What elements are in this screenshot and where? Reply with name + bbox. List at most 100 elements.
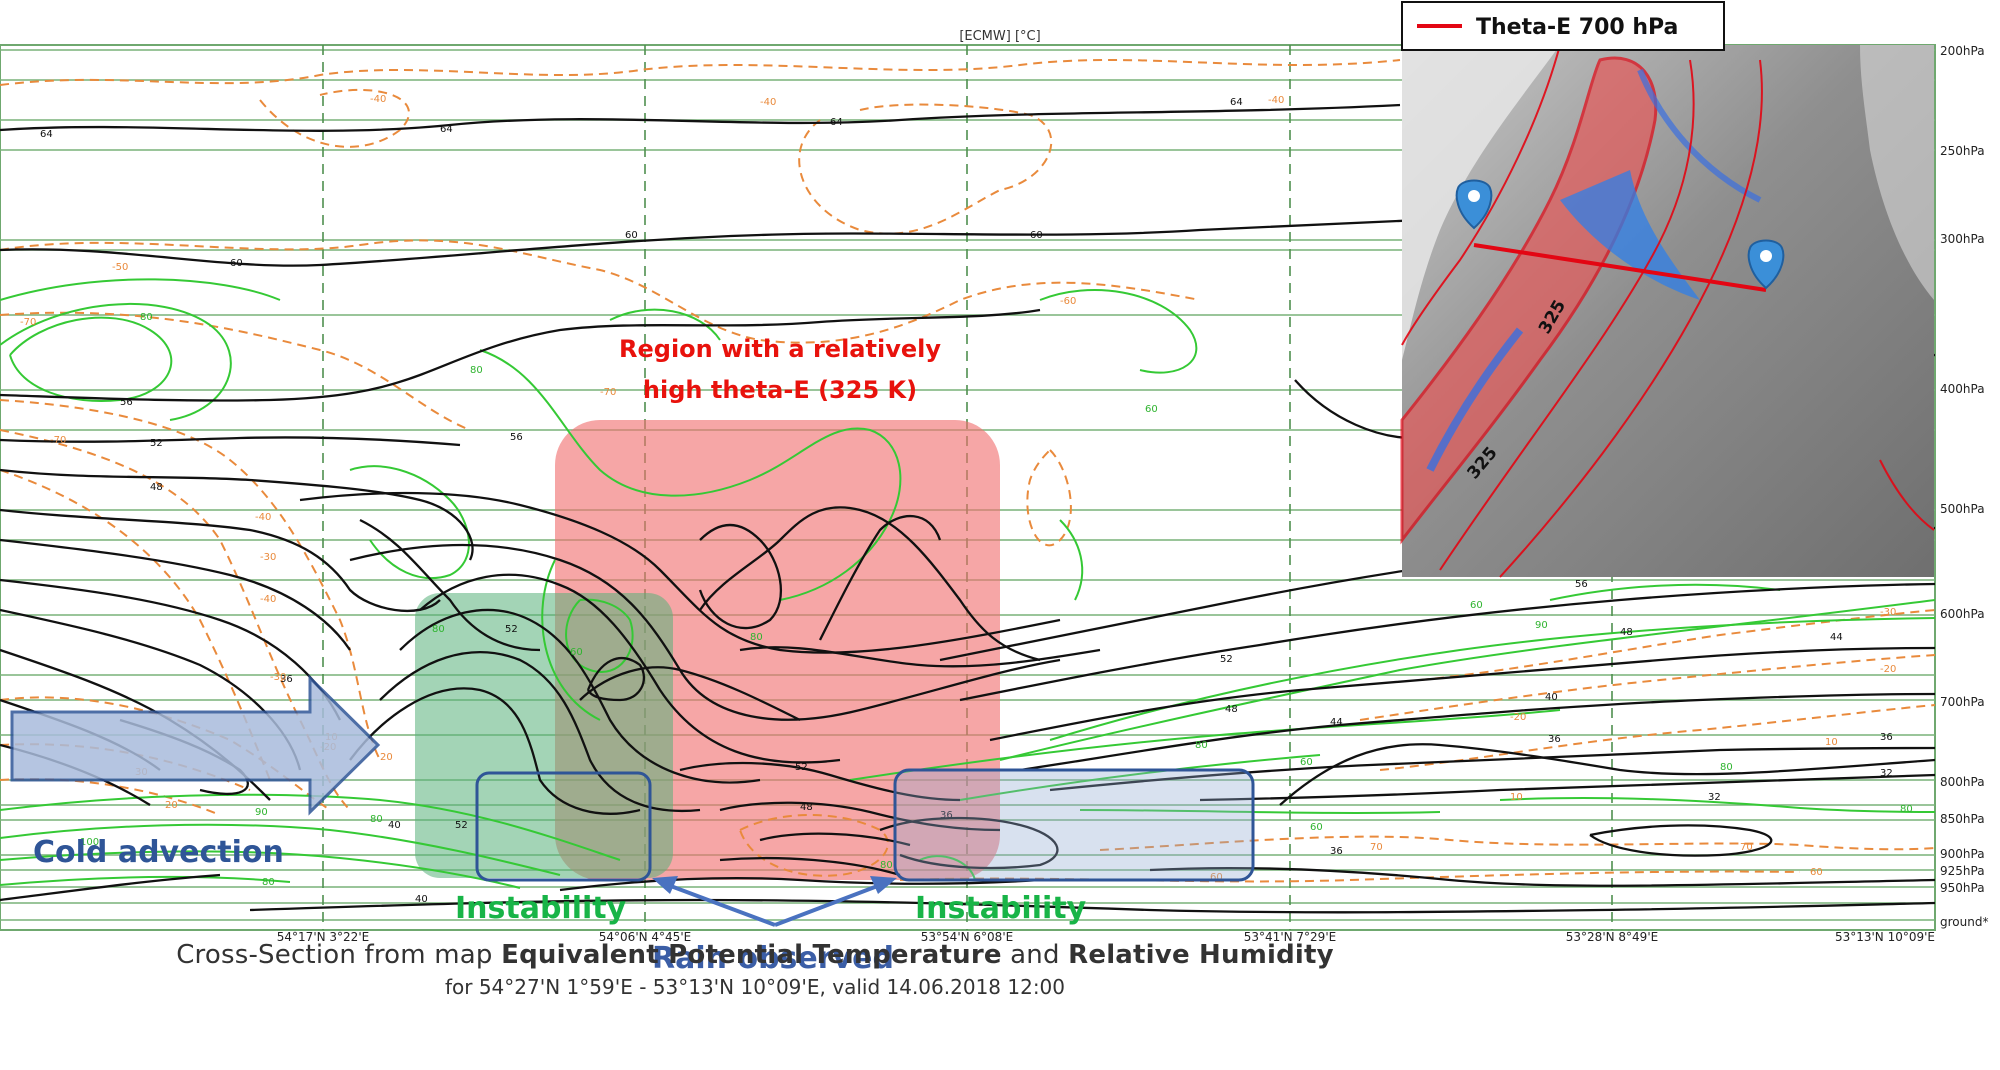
instability-box-left xyxy=(475,771,652,882)
y-tick-label: 950hPa xyxy=(1940,881,1985,895)
svg-text:56: 56 xyxy=(1575,579,1588,590)
rain-observed-label: Rain observed xyxy=(652,941,894,976)
x-tick-label: 53°28'N 8°49'E xyxy=(1566,930,1658,944)
svg-text:36: 36 xyxy=(1880,732,1893,743)
svg-text:-40: -40 xyxy=(1268,95,1284,106)
svg-text:90: 90 xyxy=(1535,620,1548,631)
svg-text:40: 40 xyxy=(415,894,428,905)
y-tick-label: 900hPa xyxy=(1940,847,1985,861)
rh-labels: 80 80 60 80 60 80 60 90 80 60 80 80 60 90 80 100 80… xyxy=(80,312,1913,888)
y-tick-label: 500hPa xyxy=(1940,502,1985,516)
svg-text:64: 64 xyxy=(40,129,53,140)
svg-text:-20: -20 xyxy=(1510,712,1526,723)
svg-text:56: 56 xyxy=(120,397,133,408)
svg-text:-40: -40 xyxy=(370,94,386,105)
svg-text:60: 60 xyxy=(1470,600,1483,611)
svg-text:-20: -20 xyxy=(1880,664,1896,675)
x-tick-label: 53°13'N 10°09'E xyxy=(1835,930,1935,944)
svg-text:80: 80 xyxy=(1900,804,1913,815)
cold-advection-label: Cold advection xyxy=(33,835,284,870)
svg-text:80: 80 xyxy=(470,365,483,376)
rain-observed-arrows xyxy=(652,876,897,927)
svg-text:60: 60 xyxy=(1310,822,1323,833)
section-line xyxy=(1473,243,1767,292)
svg-text:-70: -70 xyxy=(20,317,36,328)
svg-text:52: 52 xyxy=(1220,654,1233,665)
svg-text:40: 40 xyxy=(388,820,401,831)
cold-advection-arrow xyxy=(10,674,381,816)
svg-text:80: 80 xyxy=(1720,762,1733,773)
caption-field-1: Equivalent Potential Temperature xyxy=(501,940,1002,970)
svg-text:-30: -30 xyxy=(1880,607,1896,618)
svg-text:-40: -40 xyxy=(255,512,271,523)
instability-label-right: Instability xyxy=(915,891,1087,926)
x-axis: 54°17'N 3°22'E 54°06'N 4°45'E 53°54'N 6°… xyxy=(277,930,1935,944)
y-tick-label: 600hPa xyxy=(1940,607,1985,621)
svg-text:64: 64 xyxy=(830,117,843,128)
y-tick-label: 925hPa xyxy=(1940,864,1985,878)
svg-text:20: 20 xyxy=(380,752,393,763)
svg-text:44: 44 xyxy=(1330,717,1343,728)
y-tick-label: 850hPa xyxy=(1940,812,1985,826)
region-title-line1: Region with a relatively xyxy=(619,335,941,363)
svg-text:10: 10 xyxy=(1510,792,1523,803)
svg-text:-30: -30 xyxy=(270,672,286,683)
caption-prefix: Cross-Section from map xyxy=(176,940,493,970)
y-tick-label: 250hPa xyxy=(1940,144,1985,158)
svg-text:70: 70 xyxy=(1370,842,1383,853)
svg-text:52: 52 xyxy=(455,820,468,831)
location-pin-end xyxy=(1747,239,1785,290)
svg-text:-70: -70 xyxy=(50,435,66,446)
svg-text:56: 56 xyxy=(510,432,523,443)
inset-map: 325 325 xyxy=(1400,44,1935,578)
svg-text:70: 70 xyxy=(1740,842,1753,853)
svg-text:48: 48 xyxy=(150,482,163,493)
x-tick-label: 54°06'N 4°45'E xyxy=(599,930,691,944)
y-axis: 200hPa 250hPa 300hPa 400hPa 500hPa 600hP… xyxy=(1940,44,1988,929)
svg-text:48: 48 xyxy=(1620,627,1633,638)
y-tick-label: ground* xyxy=(1940,915,1988,929)
caption-joiner: and xyxy=(1010,940,1060,970)
svg-text:60: 60 xyxy=(1810,867,1823,878)
svg-text:48: 48 xyxy=(1225,704,1238,715)
svg-text:36: 36 xyxy=(1548,734,1561,745)
svg-text:60: 60 xyxy=(230,258,243,269)
svg-text:80: 80 xyxy=(750,632,763,643)
y-tick-label: 200hPa xyxy=(1940,44,1985,58)
svg-text:-40: -40 xyxy=(760,97,776,108)
svg-text:-40: -40 xyxy=(260,594,276,605)
y-tick-label: 700hPa xyxy=(1940,695,1985,709)
svg-text:60: 60 xyxy=(1030,230,1043,241)
instability-region-left xyxy=(415,593,673,878)
instability-box-right xyxy=(895,770,1253,880)
svg-text:80: 80 xyxy=(370,814,383,825)
svg-text:-50: -50 xyxy=(112,262,128,273)
svg-text:36: 36 xyxy=(280,674,293,685)
svg-text:52: 52 xyxy=(795,762,808,773)
y-tick-label: 800hPa xyxy=(1940,775,1985,789)
svg-text:52: 52 xyxy=(150,438,163,449)
svg-text:60: 60 xyxy=(1300,757,1313,768)
svg-text:-70: -70 xyxy=(600,387,616,398)
caption-subtitle: for 54°27'N 1°59'E - 53°13'N 10°09'E, va… xyxy=(444,975,1066,999)
instability-box-right-outline xyxy=(893,768,1255,882)
svg-text:20: 20 xyxy=(165,800,178,811)
svg-text:90: 90 xyxy=(255,807,268,818)
svg-text:60: 60 xyxy=(1210,872,1223,883)
svg-text:60: 60 xyxy=(625,230,638,241)
svg-text:36: 36 xyxy=(1330,846,1343,857)
source-label: [ECMW] [°C] xyxy=(959,29,1040,44)
svg-text:10: 10 xyxy=(1825,737,1838,748)
region-title-line2: high theta-E (325 K) xyxy=(643,376,917,404)
svg-text:40: 40 xyxy=(1545,692,1558,703)
svg-text:64: 64 xyxy=(440,124,453,135)
x-tick-label: 53°54'N 6°08'E xyxy=(921,930,1013,944)
relative-humidity-contours xyxy=(0,278,1935,889)
svg-text:52: 52 xyxy=(505,624,518,635)
legend-label: Theta-E 700 hPa xyxy=(1476,15,1678,40)
svg-text:48: 48 xyxy=(800,802,813,813)
location-pin-start xyxy=(1455,179,1493,230)
y-tick-label: 400hPa xyxy=(1940,382,1985,396)
svg-text:44: 44 xyxy=(1830,632,1843,643)
